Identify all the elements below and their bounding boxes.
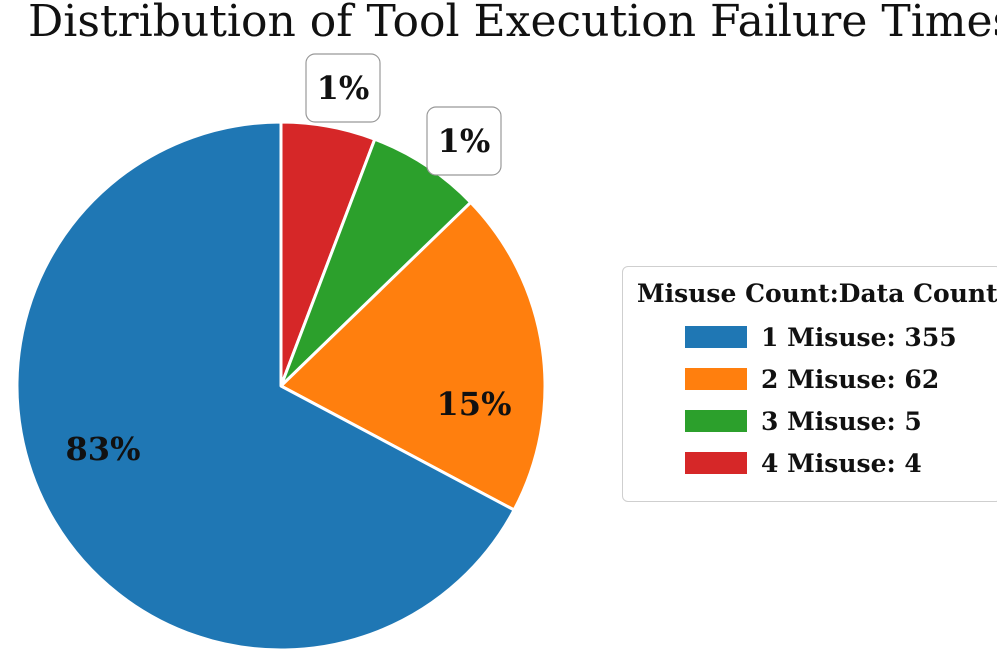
legend-label: 4 Misuse: 4 — [761, 448, 922, 478]
legend-swatch — [685, 410, 747, 432]
percent-label: 15% — [437, 385, 512, 423]
legend-label: 1 Misuse: 355 — [761, 322, 957, 352]
pie-slices — [15, 120, 547, 652]
legend: Misuse Count:Data Count 1 Misuse: 355 2 … — [622, 266, 997, 502]
pie-slice — [15, 120, 516, 652]
legend-swatch — [685, 368, 747, 390]
legend-swatch — [685, 326, 747, 348]
pie-labels: 83% 15% 1% 1% — [66, 53, 512, 468]
legend-item-1-misuse: 1 Misuse: 355 — [685, 321, 957, 353]
percent-label: 1% — [317, 69, 370, 107]
percent-label-box — [305, 53, 381, 123]
pie-slice — [279, 137, 473, 388]
pie-slice — [279, 200, 547, 512]
chart-title: Distribution of Tool Execution Failure T… — [28, 0, 997, 47]
legend-swatch — [685, 452, 747, 474]
percent-label: 83% — [66, 430, 141, 468]
legend-item-4-misuse: 4 Misuse: 4 — [685, 447, 922, 479]
legend-title: Misuse Count:Data Count — [637, 279, 997, 308]
legend-label: 3 Misuse: 5 — [761, 406, 922, 436]
legend-item-2-misuse: 2 Misuse: 62 — [685, 363, 939, 395]
legend-label: 2 Misuse: 62 — [761, 364, 940, 394]
percent-label-box — [426, 106, 502, 176]
percent-label: 1% — [438, 122, 491, 160]
legend-item-3-misuse: 3 Misuse: 5 — [685, 405, 922, 437]
